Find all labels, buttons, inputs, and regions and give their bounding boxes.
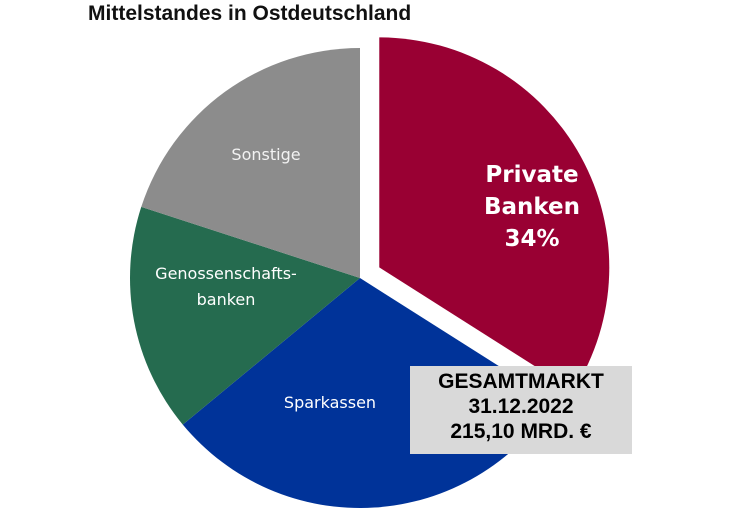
slice-label-4: Sonstige (231, 145, 300, 164)
pie-slice-1 (379, 37, 610, 391)
total-market-heading: GESAMTMARKT (438, 370, 604, 393)
slice-label-1: Private Banken 34% (484, 162, 580, 252)
slice-label-2: Sparkassen (284, 393, 376, 412)
total-market-box: GESAMTMARKT 31.12.2022 215,10 MRD. € (410, 366, 632, 454)
chart-title: Mittelstandes in Ostdeutschland (88, 2, 412, 25)
slice-label-3: Genossenschafts-banken (155, 264, 297, 309)
total-market-value: 215,10 MRD. € (450, 420, 592, 443)
total-market-date: 31.12.2022 (468, 395, 574, 418)
pie-slice-3 (130, 206, 360, 425)
pie-slice-4 (141, 48, 360, 278)
